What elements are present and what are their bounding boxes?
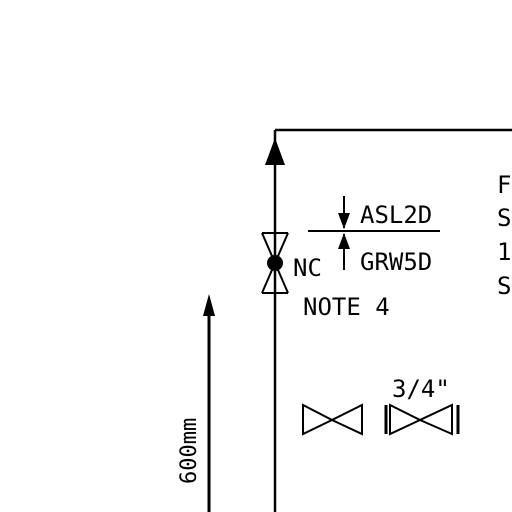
setpoint-high-label: ASL2D — [360, 201, 432, 229]
valve-right-icon — [384, 403, 460, 436]
valve-state-label: NC — [293, 254, 322, 282]
valve-left-icon — [302, 403, 363, 436]
pipe-size-label: 3/4" — [392, 375, 450, 403]
arrow-down-icon — [338, 213, 350, 229]
elevation-arrow-up-icon — [203, 294, 215, 316]
setpoint-low-label: GRW5D — [360, 248, 432, 276]
arrow-up-icon — [338, 233, 350, 249]
nc-valve-icon — [261, 232, 289, 294]
edge-text-2: S — [497, 204, 511, 232]
edge-text-1: F — [497, 171, 511, 199]
edge-text-3: 1 — [497, 238, 511, 266]
elevation-label: 600mm — [177, 418, 202, 484]
edge-text-4: S — [497, 272, 511, 300]
flow-arrow-up-icon — [265, 138, 285, 165]
note-label: NOTE 4 — [303, 293, 390, 321]
